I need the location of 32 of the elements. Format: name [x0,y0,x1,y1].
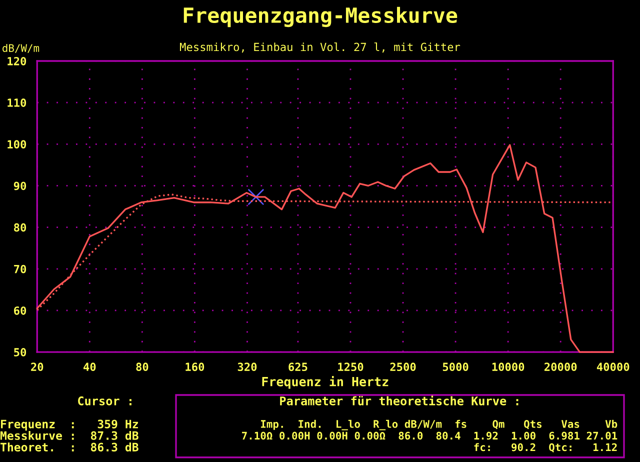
x-tick-label: 5000 [442,362,468,372]
text: 7.10Ω 0.00H 0.00H 0.00Ω 86.0 80.4 1.92 1.00 6.981 27.01 [242,432,618,440]
x-tick-label: 625 [288,362,308,372]
text: Frequenz : 359 Hz [1,420,138,431]
x-axis-title: Frequenz in Hertz [262,376,388,389]
text: Cursor : [78,396,132,406]
y-tick-label: 100 [8,140,26,149]
y-tick-label: 90 [14,182,26,190]
text: fc: 90.2 Qtc: 1.12 [474,443,617,452]
y-tick-label: 50 [14,348,26,356]
text: Messkurve : 87.3 dB [0,431,138,440]
y-tick-label: 60 [14,306,26,315]
x-tick-label: 1250 [338,362,364,372]
text: Parameter für theoretische Kurve : [280,396,518,406]
x-tick-label: 2500 [390,362,416,372]
y-tick-label: 80 [14,223,26,232]
x-tick-label: 10000 [492,362,524,372]
text: Theoret. : 86.3 dB [0,442,138,452]
chart-title: Frequenzgang-Messkurve [184,6,458,28]
x-tick-label: 20 [31,362,44,372]
x-tick-label: 80 [136,362,148,372]
x-tick-label: 20000 [544,362,577,372]
x-tick-label: 40000 [596,362,630,372]
x-tick-label: 160 [186,362,204,372]
chart-subtitle: Messmikro, Einbau in Vol. 27 l, mit Gitter [180,42,460,53]
y-tick-label: 70 [14,264,26,274]
x-tick-label: 40 [84,362,96,372]
text: Imp. Ind. L_lo R_lo dB/W/m fs Qm Qts Vas Vb [261,420,618,430]
x-tick-label: 320 [238,362,257,372]
y-tick-label: 110 [8,98,26,107]
y-axis-title: dB/W/m [2,44,40,53]
y-tick-label: 120 [8,56,26,66]
